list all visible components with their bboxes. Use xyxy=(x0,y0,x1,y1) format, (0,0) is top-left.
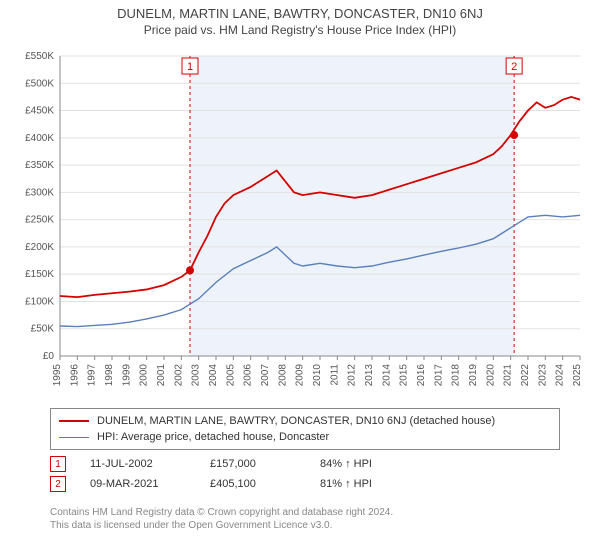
svg-text:2010: 2010 xyxy=(312,364,323,387)
tx-marker-2: 2 xyxy=(50,476,66,492)
legend-swatch-property xyxy=(59,420,89,422)
svg-text:2023: 2023 xyxy=(537,364,548,387)
page-subtitle: Price paid vs. HM Land Registry's House … xyxy=(0,21,600,37)
svg-text:2007: 2007 xyxy=(260,364,271,387)
footer-line-1: Contains HM Land Registry data © Crown c… xyxy=(50,506,393,519)
legend-box: DUNELM, MARTIN LANE, BAWTRY, DONCASTER, … xyxy=(50,408,560,450)
svg-text:1: 1 xyxy=(187,61,193,73)
svg-text:2: 2 xyxy=(511,61,517,73)
transactions-table: 1 11-JUL-2002 £157,000 84% ↑ HPI 2 09-MA… xyxy=(50,454,560,494)
svg-text:£100K: £100K xyxy=(25,296,54,307)
svg-text:£200K: £200K xyxy=(25,242,54,253)
svg-text:2021: 2021 xyxy=(503,364,514,387)
tx-date-2: 09-MAR-2021 xyxy=(90,478,210,490)
tx-price-2: £405,100 xyxy=(210,478,320,490)
chart-svg: £0 £50K £100K £150K £200K £250K £300K £350K £400… xyxy=(0,46,600,396)
svg-text:2005: 2005 xyxy=(225,364,236,387)
svg-text:£450K: £450K xyxy=(25,106,54,117)
svg-text:2016: 2016 xyxy=(416,364,427,387)
svg-text:2015: 2015 xyxy=(399,364,410,387)
svg-text:1996: 1996 xyxy=(69,364,80,387)
tx-price-1: £157,000 xyxy=(210,458,320,470)
svg-text:£350K: £350K xyxy=(25,160,54,171)
footer-line-2: This data is licensed under the Open Gov… xyxy=(50,519,393,532)
svg-text:£300K: £300K xyxy=(25,187,54,198)
svg-text:1997: 1997 xyxy=(87,364,98,387)
svg-text:£150K: £150K xyxy=(25,269,54,280)
legend-row-hpi: HPI: Average price, detached house, Donc… xyxy=(59,429,551,445)
footer-attribution: Contains HM Land Registry data © Crown c… xyxy=(50,506,393,532)
svg-text:£50K: £50K xyxy=(31,324,55,335)
svg-text:2003: 2003 xyxy=(191,364,202,387)
legend-swatch-hpi xyxy=(59,437,89,438)
svg-text:2004: 2004 xyxy=(208,364,219,387)
svg-text:£250K: £250K xyxy=(25,215,54,226)
svg-text:2013: 2013 xyxy=(364,364,375,387)
svg-text:2009: 2009 xyxy=(295,364,306,387)
svg-text:2011: 2011 xyxy=(329,364,340,386)
tx-marker-1: 1 xyxy=(50,456,66,472)
legend-label-hpi: HPI: Average price, detached house, Donc… xyxy=(97,431,329,443)
legend-row-property: DUNELM, MARTIN LANE, BAWTRY, DONCASTER, … xyxy=(59,413,551,429)
svg-text:£550K: £550K xyxy=(25,51,54,62)
svg-text:2006: 2006 xyxy=(243,364,254,387)
table-row: 2 09-MAR-2021 £405,100 81% ↑ HPI xyxy=(50,474,560,494)
svg-text:2000: 2000 xyxy=(139,364,150,387)
svg-text:2012: 2012 xyxy=(347,364,358,387)
svg-text:2001: 2001 xyxy=(156,364,167,387)
tx-date-1: 11-JUL-2002 xyxy=(90,458,210,470)
svg-text:2018: 2018 xyxy=(451,364,462,387)
legend-label-property: DUNELM, MARTIN LANE, BAWTRY, DONCASTER, … xyxy=(97,415,495,427)
svg-text:£500K: £500K xyxy=(25,78,54,89)
svg-text:2022: 2022 xyxy=(520,364,531,387)
svg-text:2019: 2019 xyxy=(468,364,479,387)
svg-text:1998: 1998 xyxy=(104,364,115,387)
table-row: 1 11-JUL-2002 £157,000 84% ↑ HPI xyxy=(50,454,560,474)
svg-text:1995: 1995 xyxy=(52,364,63,387)
svg-text:2002: 2002 xyxy=(173,364,184,387)
svg-text:2008: 2008 xyxy=(277,364,288,387)
tx-hpi-2: 81% ↑ HPI xyxy=(320,478,430,490)
price-chart: £0 £50K £100K £150K £200K £250K £300K £350K £400… xyxy=(0,46,600,396)
tx-hpi-1: 84% ↑ HPI xyxy=(320,458,430,470)
svg-text:£0: £0 xyxy=(43,351,55,362)
svg-text:2014: 2014 xyxy=(381,364,392,387)
svg-text:2017: 2017 xyxy=(433,364,444,387)
page-title: DUNELM, MARTIN LANE, BAWTRY, DONCASTER, … xyxy=(0,0,600,21)
svg-text:2020: 2020 xyxy=(485,364,496,387)
svg-text:1999: 1999 xyxy=(121,364,132,387)
svg-text:2024: 2024 xyxy=(555,364,566,387)
svg-text:2025: 2025 xyxy=(572,364,583,387)
svg-text:£400K: £400K xyxy=(25,133,54,144)
